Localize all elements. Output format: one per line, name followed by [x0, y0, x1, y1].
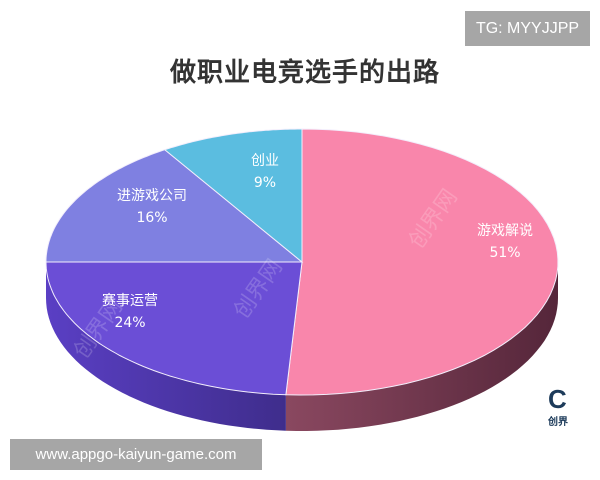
pie-slice-1[interactable]	[285, 128, 559, 396]
pie-slice-4[interactable]	[163, 128, 303, 264]
slice-side-1	[285, 262, 558, 431]
pie-slice-3[interactable]	[45, 149, 304, 263]
slice-value-label: 51%	[489, 245, 520, 261]
slice-label: 创业	[251, 153, 279, 169]
slice-label: 游戏解说	[477, 223, 533, 239]
chart-title: 做职业电竞选手的出路	[169, 58, 440, 88]
logo-text: 创界	[547, 415, 568, 428]
slice-label: 进游戏公司	[117, 188, 187, 204]
slice-label: 赛事运营	[102, 293, 158, 309]
slice-side-2	[46, 262, 286, 431]
slice-value-label: 9%	[254, 175, 276, 191]
logo-letter: C	[548, 384, 567, 414]
tg-badge: TG: MYYJJPP	[465, 11, 590, 46]
slice-value-label: 16%	[136, 210, 167, 226]
website-banner: www.appgo-kaiyun-game.com	[10, 439, 262, 470]
pie-slice-2[interactable]	[45, 261, 303, 396]
slice-value-label: 24%	[114, 315, 145, 331]
logo: C 创界	[547, 384, 568, 428]
